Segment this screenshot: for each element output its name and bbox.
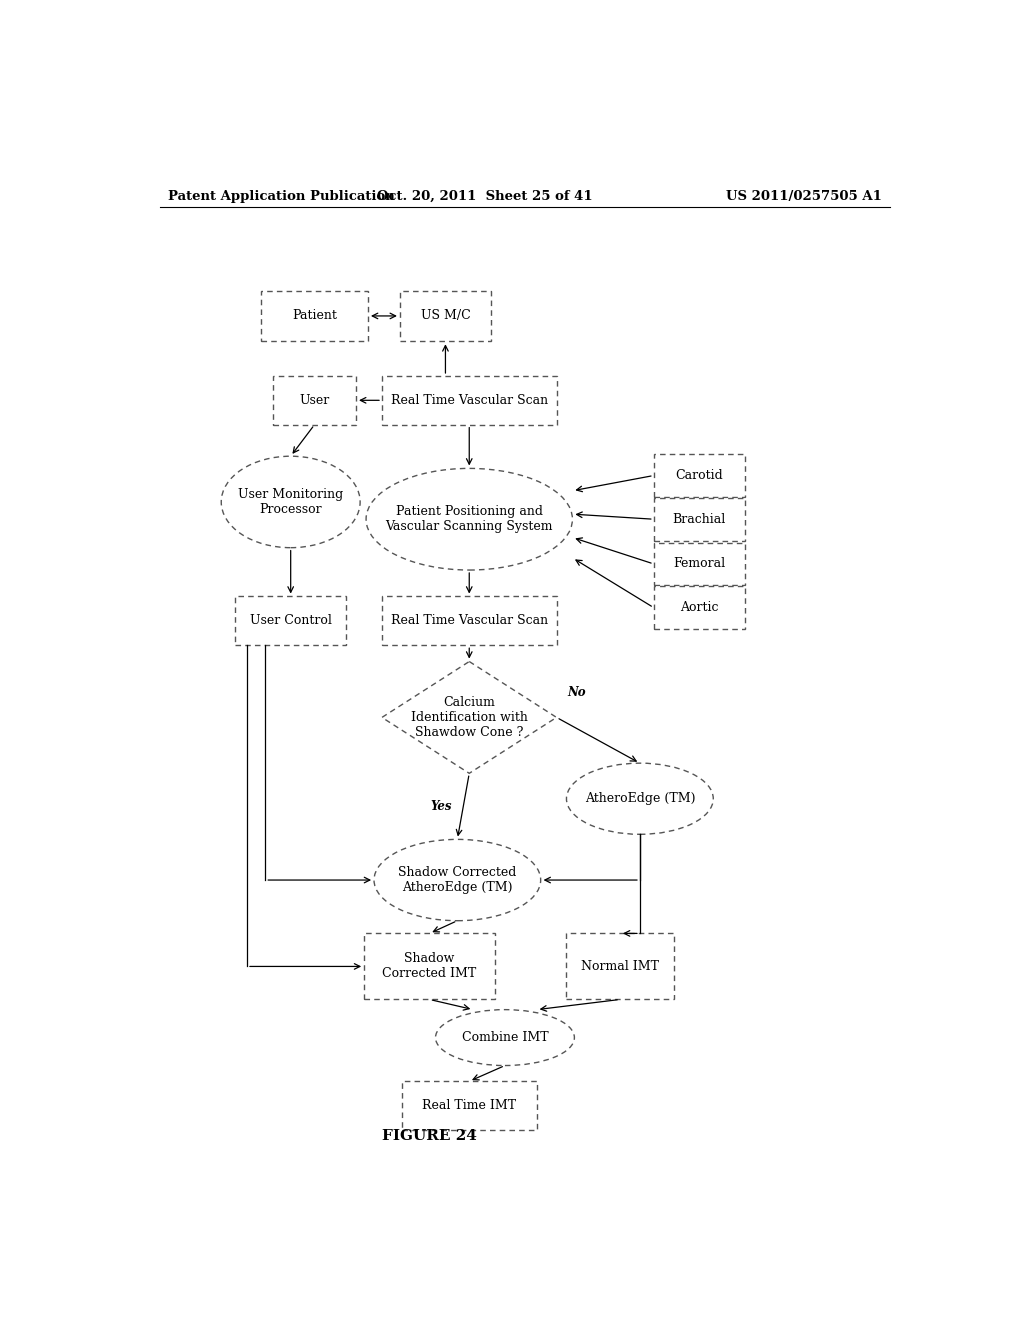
Text: Brachial: Brachial	[673, 512, 726, 525]
Ellipse shape	[374, 840, 541, 921]
Text: US M/C: US M/C	[421, 309, 470, 322]
Ellipse shape	[435, 1010, 574, 1065]
Ellipse shape	[367, 469, 572, 570]
Text: User Control: User Control	[250, 614, 332, 627]
FancyBboxPatch shape	[365, 933, 495, 999]
Text: No: No	[567, 685, 586, 698]
Text: Patient: Patient	[292, 309, 337, 322]
FancyBboxPatch shape	[401, 1081, 537, 1130]
Text: Calcium
Identification with
Shawdow Cone ?: Calcium Identification with Shawdow Cone…	[411, 696, 527, 739]
Text: Real Time Vascular Scan: Real Time Vascular Scan	[391, 614, 548, 627]
Text: Combine IMT: Combine IMT	[462, 1031, 548, 1044]
Ellipse shape	[221, 457, 360, 548]
Text: Oct. 20, 2011  Sheet 25 of 41: Oct. 20, 2011 Sheet 25 of 41	[377, 190, 593, 202]
Text: Femoral: Femoral	[674, 557, 725, 570]
Polygon shape	[382, 661, 557, 774]
FancyBboxPatch shape	[653, 498, 745, 541]
Text: User: User	[299, 393, 330, 407]
Text: Patient Positioning and
Vascular Scanning System: Patient Positioning and Vascular Scannin…	[385, 506, 553, 533]
FancyBboxPatch shape	[382, 597, 557, 645]
FancyBboxPatch shape	[272, 376, 356, 425]
Text: Carotid: Carotid	[676, 469, 723, 482]
Text: Aortic: Aortic	[680, 601, 719, 614]
FancyBboxPatch shape	[653, 543, 745, 585]
FancyBboxPatch shape	[399, 290, 492, 342]
Text: Real Time Vascular Scan: Real Time Vascular Scan	[391, 393, 548, 407]
Text: User Monitoring
Processor: User Monitoring Processor	[238, 488, 343, 516]
Text: Yes: Yes	[431, 800, 453, 813]
FancyBboxPatch shape	[653, 454, 745, 496]
Text: FIGURE 24: FIGURE 24	[382, 1129, 477, 1143]
FancyBboxPatch shape	[653, 586, 745, 630]
Text: Shadow Corrected
AtheroEdge (TM): Shadow Corrected AtheroEdge (TM)	[398, 866, 516, 894]
FancyBboxPatch shape	[382, 376, 557, 425]
Text: Real Time IMT: Real Time IMT	[422, 1100, 516, 1113]
Text: US 2011/0257505 A1: US 2011/0257505 A1	[726, 190, 882, 202]
FancyBboxPatch shape	[261, 290, 368, 342]
Text: AtheroEdge (TM): AtheroEdge (TM)	[585, 792, 695, 805]
Text: Normal IMT: Normal IMT	[581, 960, 659, 973]
FancyBboxPatch shape	[236, 597, 346, 645]
FancyBboxPatch shape	[566, 933, 674, 999]
Text: Patent Application Publication: Patent Application Publication	[168, 190, 394, 202]
Text: Shadow
Corrected IMT: Shadow Corrected IMT	[382, 953, 477, 981]
Ellipse shape	[566, 763, 714, 834]
